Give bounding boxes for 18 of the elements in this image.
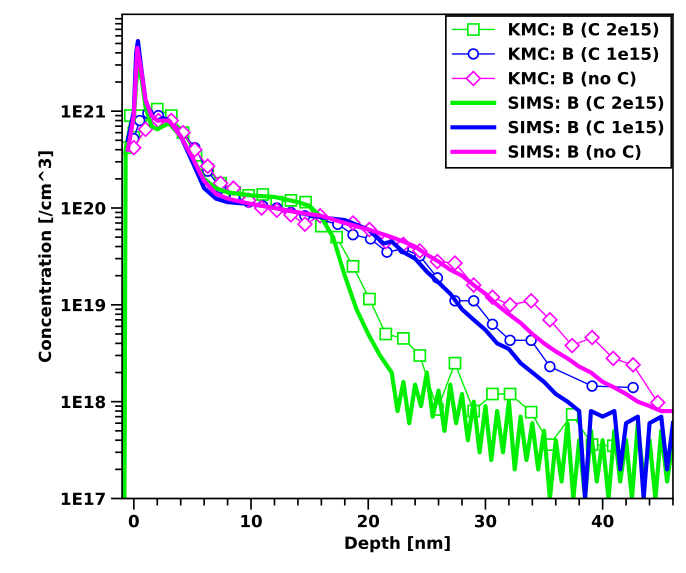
y-tick-label: 1E21 <box>62 105 105 118</box>
y-tick-label: 1E18 <box>62 396 106 408</box>
x-tick-label: 0 <box>128 514 139 528</box>
y-axis-title: Concentration [/cm^3] <box>38 151 54 362</box>
x-tick-label: 30 <box>474 514 496 528</box>
legend-label: SIMS: B (C 1e15) <box>508 120 664 136</box>
x-tick-label: 40 <box>592 514 614 528</box>
legend-label: KMC: B (no C) <box>509 72 636 86</box>
y-tick-label: 1E19 <box>62 298 106 312</box>
y-tick-label: 1E17 <box>62 492 105 505</box>
legend-label: KMC: B (C 1e15) <box>509 47 658 62</box>
y-tick-label: 1E20 <box>62 202 106 215</box>
x-axis-title: Depth [nm] <box>345 536 450 552</box>
legend-label: KMC: B (C 2e15) <box>509 22 658 38</box>
x-tick-label: 20 <box>358 514 380 528</box>
legend-label: SIMS: B (C 2e15) <box>508 96 664 111</box>
x-tick-label: 10 <box>241 514 262 528</box>
legend-label: SIMS: B (no C) <box>508 144 640 160</box>
